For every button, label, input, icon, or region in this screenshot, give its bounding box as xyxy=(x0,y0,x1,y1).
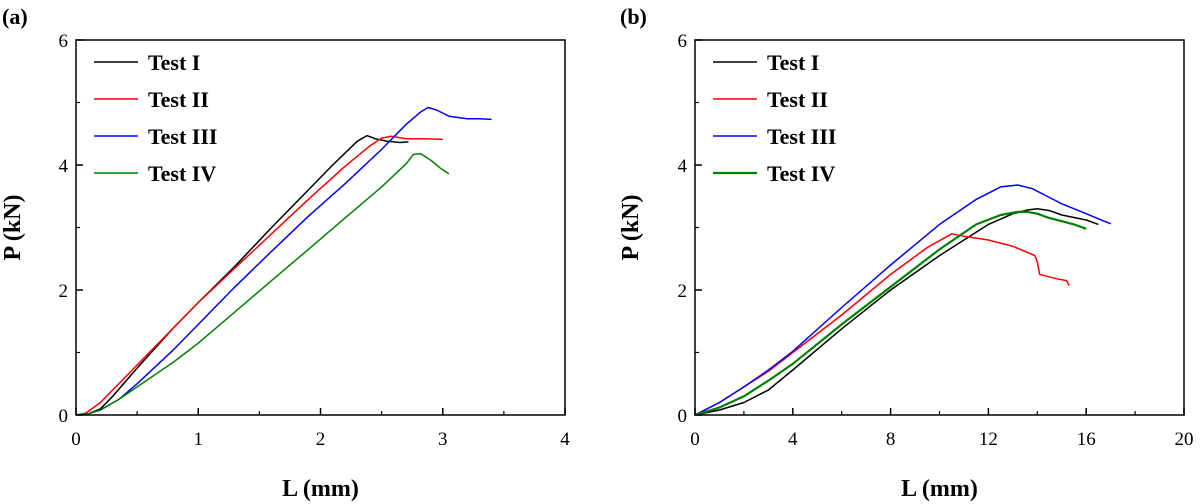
legend-label: Test III xyxy=(767,124,837,149)
series-line-test-iv xyxy=(695,210,1087,415)
x-axis-title: L (mm) xyxy=(282,476,359,502)
series-line-test-ii xyxy=(695,233,1070,415)
x-tick-label: 16 xyxy=(1077,429,1096,450)
y-tick-label: 6 xyxy=(59,31,69,52)
x-tick-label: 2 xyxy=(316,429,326,450)
legend: Test I Test II Test III Test IV xyxy=(713,50,837,186)
y-tick-label: 2 xyxy=(59,281,69,302)
panel-label: (a) xyxy=(2,4,28,29)
legend-label: Test II xyxy=(767,87,828,112)
series-line-test-i xyxy=(695,208,1099,415)
legend-label: Test IV xyxy=(148,161,216,186)
legend-label: Test I xyxy=(767,50,819,75)
y-tick-label: 2 xyxy=(678,281,688,302)
y-tick-label: 6 xyxy=(678,31,688,52)
legend-label: Test I xyxy=(148,50,200,75)
y-axis-title: P (kN) xyxy=(618,195,644,261)
x-tick-label: 1 xyxy=(194,429,204,450)
y-tick-label: 0 xyxy=(59,406,69,427)
series-line-test-iii xyxy=(695,184,1111,415)
legend-label: Test III xyxy=(148,124,218,149)
panel-label: (b) xyxy=(620,4,647,29)
legend-label: Test II xyxy=(148,87,209,112)
series-line-test-iv xyxy=(76,153,450,415)
legend: Test I Test II Test III Test IV xyxy=(94,50,218,186)
series-line-test-iii xyxy=(76,106,492,415)
x-tick-label: 4 xyxy=(560,429,570,450)
y-tick-label: 4 xyxy=(678,156,688,177)
y-axis-title: P (kN) xyxy=(0,195,26,261)
x-tick-label: 3 xyxy=(438,429,448,450)
x-tick-label: 8 xyxy=(886,429,896,450)
series-line-test-ii xyxy=(76,135,443,415)
y-tick-label: 0 xyxy=(678,406,688,427)
x-tick-label: 4 xyxy=(788,429,798,450)
x-tick-label: 0 xyxy=(690,429,700,450)
x-axis-title: L (mm) xyxy=(901,476,978,502)
x-tick-label: 12 xyxy=(979,429,998,450)
x-tick-label: 20 xyxy=(1175,429,1194,450)
legend-label: Test IV xyxy=(767,161,835,186)
x-tick-label: 0 xyxy=(71,429,81,450)
y-tick-label: 4 xyxy=(59,156,69,177)
series-line-test-i xyxy=(76,134,409,415)
